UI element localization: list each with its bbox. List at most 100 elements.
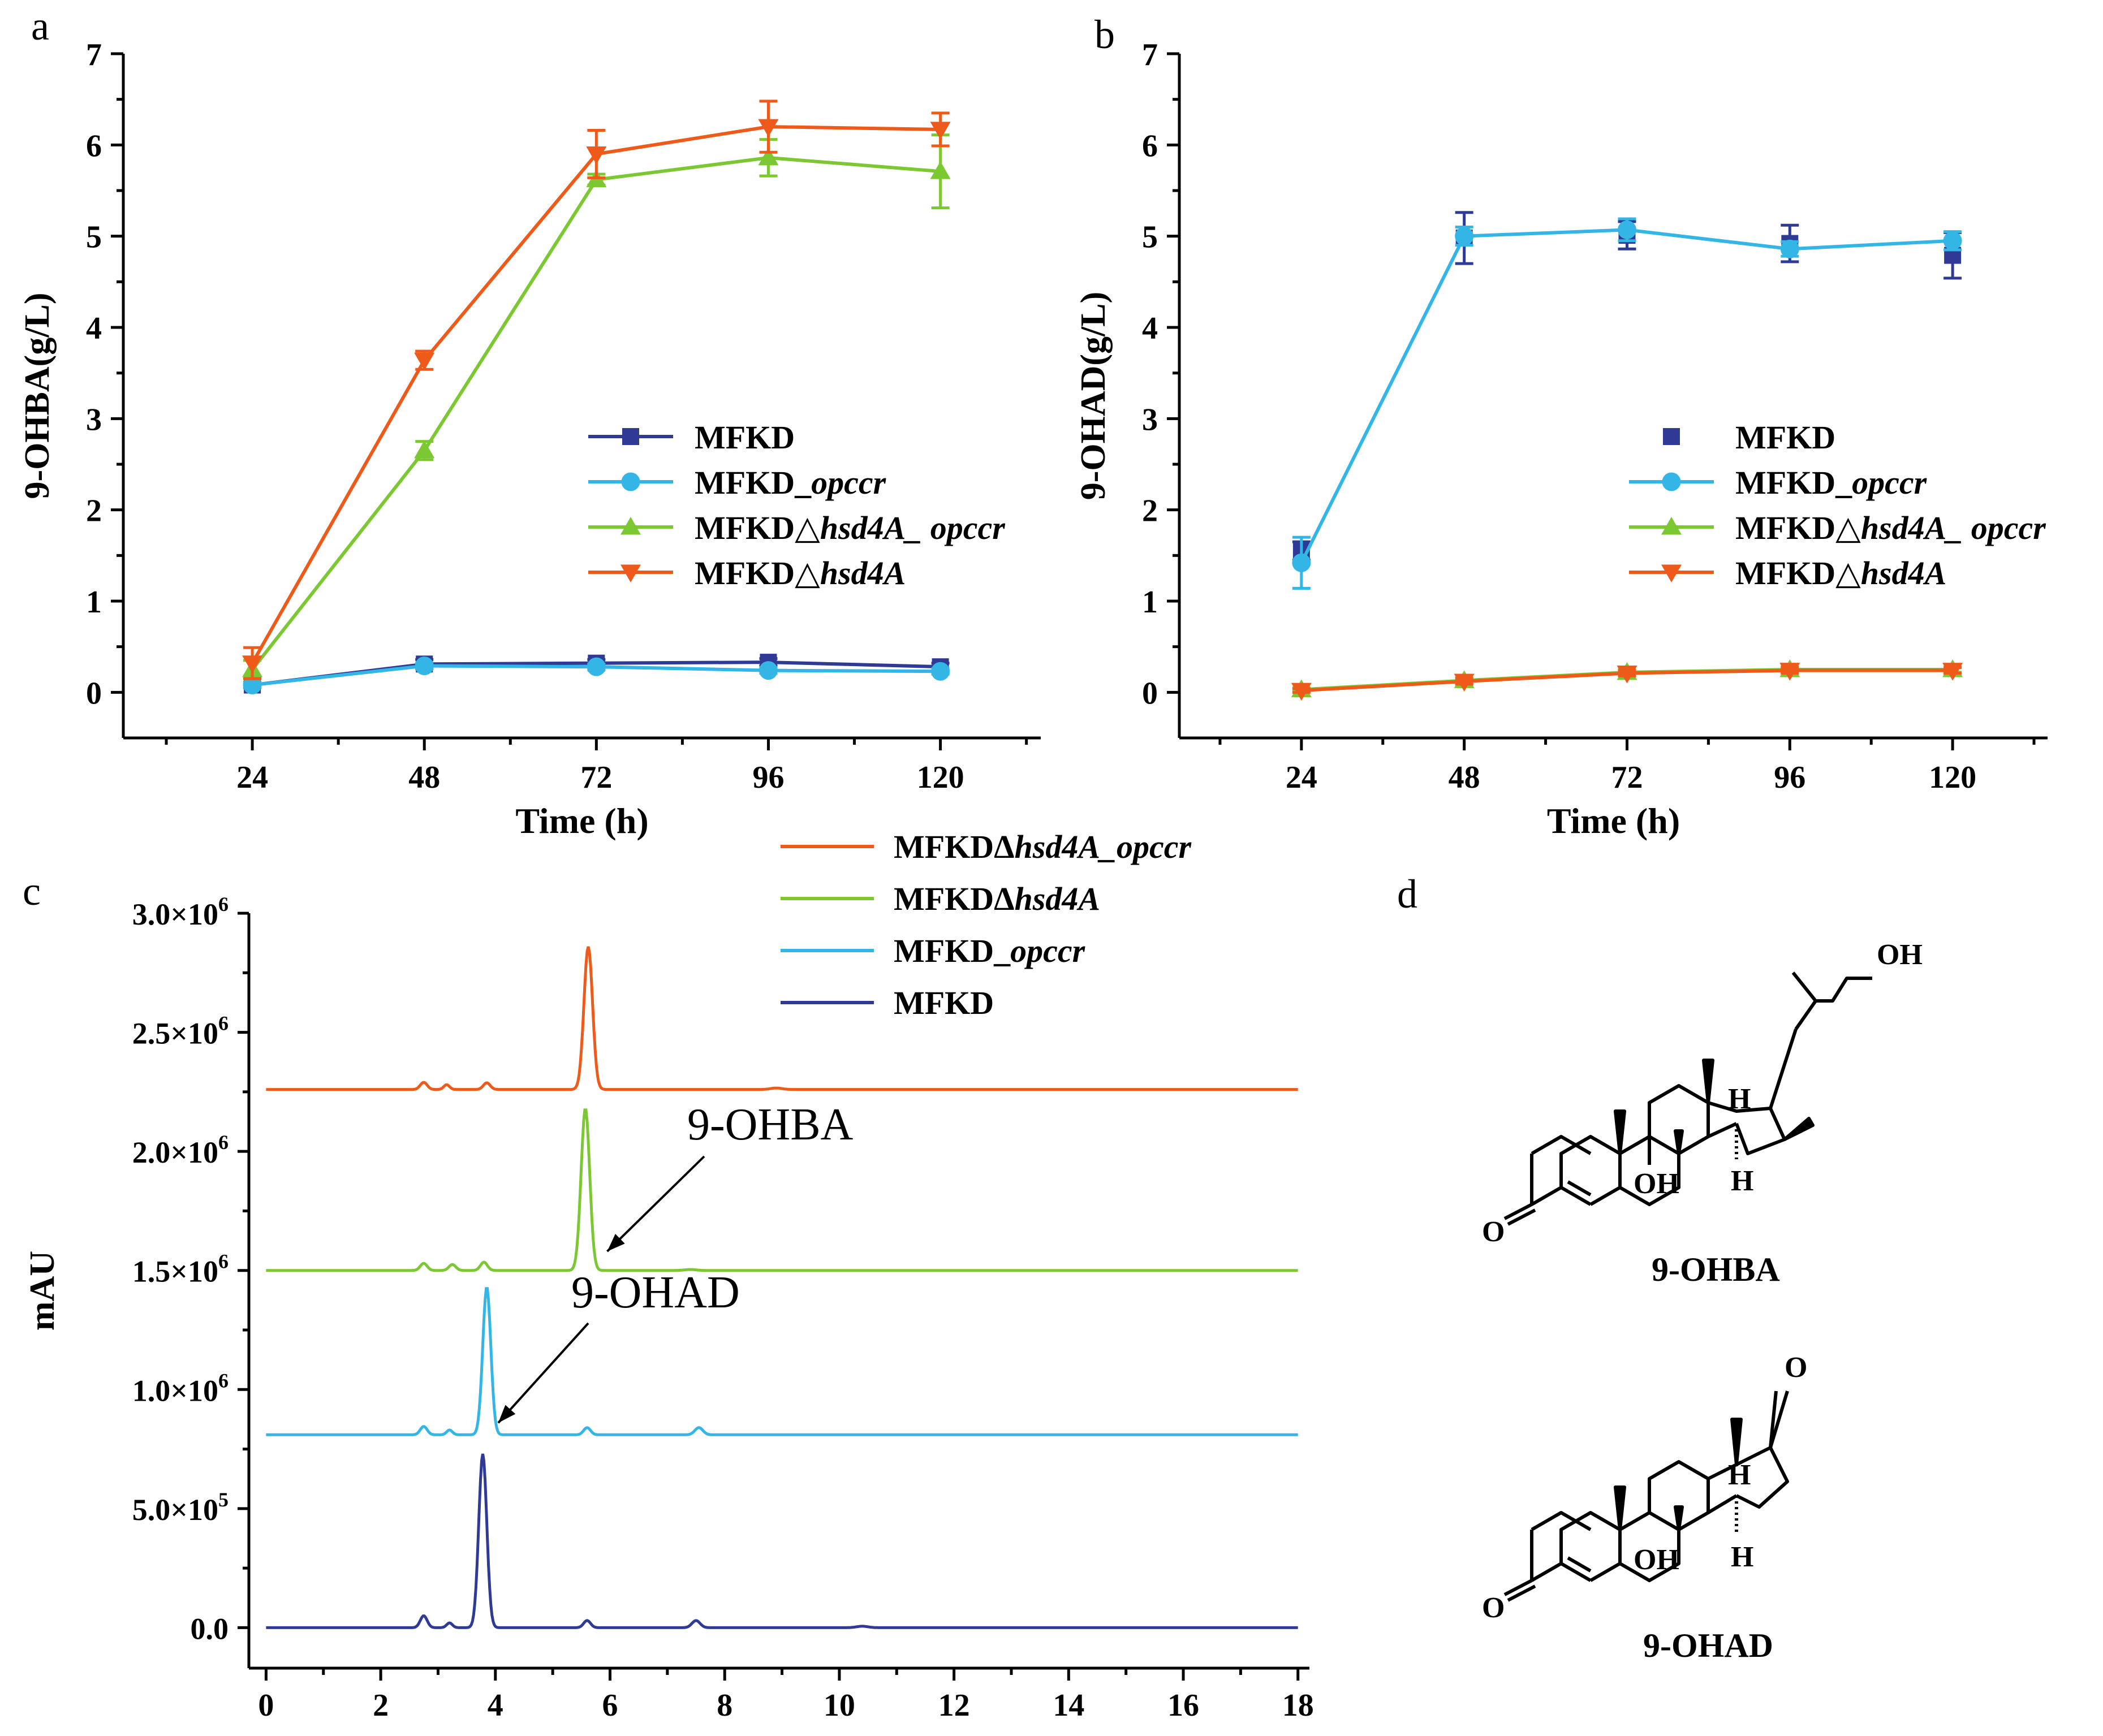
- y-axis-label: 9-OHBA(g/L): [18, 292, 57, 499]
- legend: MFKDΔhsd4A_opccr MFKDΔhsd4A MFKD_opccr MFKD: [781, 828, 1192, 1021]
- data-point: [1617, 665, 1637, 684]
- structure-9-ohba: [1503, 971, 1872, 1226]
- x-tick-label: 14: [1053, 1688, 1084, 1723]
- axes: [238, 912, 1309, 1681]
- legend-label: MFKD: [894, 984, 994, 1021]
- panel-b-chart: 0 1 2 3 4 5 6 7 24 48 72 96 120 Time (h) 9-OHAD(g/L) MF…: [1074, 37, 2048, 841]
- annotation-label: 9-OHBA: [687, 1100, 854, 1150]
- legend-marker: [1661, 564, 1682, 582]
- y-tick-label: 3: [1142, 402, 1158, 437]
- axes: [1167, 52, 2048, 750]
- legend-marker: [621, 472, 640, 491]
- data-point: [243, 675, 262, 694]
- structure-label-9-ohad: 9-OHAD: [1643, 1627, 1773, 1664]
- x-tick-label: 72: [580, 760, 612, 795]
- y-tick-label: 1.0×106: [132, 1369, 229, 1407]
- panel-d-structures: [1503, 971, 1872, 1602]
- x-tick-label: 2: [373, 1688, 389, 1723]
- y-axis-label: mAU: [23, 1251, 62, 1331]
- panel-c-chromatogram: 0.0 5.0×105 1.0×106 1.5×106 2.0×106 2.5×106 3.…: [23, 828, 1314, 1723]
- x-tick-label: 120: [917, 760, 964, 795]
- y-tick-label: 3: [86, 402, 102, 437]
- data-point: [759, 661, 778, 680]
- y-tick-label: 2: [86, 494, 102, 529]
- panel-letter-b: b: [1094, 12, 1115, 57]
- data-point: [1455, 227, 1474, 246]
- annotation-arrow: [497, 1322, 589, 1424]
- legend-label: MFKD_opccr: [894, 932, 1085, 969]
- data-point: [1779, 663, 1800, 681]
- y-tick-label: 5: [86, 220, 102, 255]
- data-point: [930, 161, 951, 179]
- y-tick-label: 2.0×106: [132, 1131, 229, 1169]
- legend-marker: [1663, 428, 1680, 445]
- annotation-label: 9-OHAD: [571, 1268, 740, 1318]
- y-tick-label: 5.0×105: [132, 1488, 229, 1527]
- atom-o-ohad-ketone: O: [1785, 1351, 1807, 1384]
- legend-label: MFKD: [695, 419, 795, 456]
- legend: MFKD MFKD_opccr MFKD△hsd4A_ opccr MFKD△hsd4…: [588, 419, 1005, 591]
- data-point: [586, 146, 607, 165]
- y-tick-label: 7: [86, 37, 102, 72]
- atom-h-ohad-1: H: [1728, 1459, 1751, 1491]
- data-point: [415, 657, 434, 676]
- data-point: [587, 657, 606, 676]
- atom-o-ohad: O: [1482, 1592, 1505, 1624]
- legend-label: MFKD△hsd4A_ opccr: [1735, 509, 2046, 546]
- atom-o-ohba: O: [1482, 1216, 1505, 1248]
- structure-9-ohad: [1503, 1390, 1789, 1602]
- y-tick-label: 5: [1142, 220, 1158, 255]
- atom-oh-ohad: OH: [1634, 1544, 1679, 1576]
- atom-oh-ohba: OH: [1634, 1168, 1679, 1200]
- x-tick-label: 72: [1611, 760, 1643, 795]
- atom-h-ohba-1: H: [1728, 1083, 1751, 1115]
- legend-label: MFKDΔhsd4A: [894, 880, 1100, 917]
- y-tick-label: 1: [1142, 585, 1158, 620]
- structure-label-9-ohba: 9-OHBA: [1652, 1251, 1780, 1288]
- legend-label: MFKD_opccr: [1735, 464, 1927, 501]
- legend-marker: [622, 428, 639, 445]
- panel-letter-c: c: [23, 869, 41, 914]
- legend-label: MFKDΔhsd4A_opccr: [894, 828, 1192, 865]
- data-point: [414, 440, 435, 459]
- data-point: [758, 119, 779, 137]
- x-tick-label: 48: [408, 760, 440, 795]
- series-line: [251, 156, 941, 671]
- series-MFKD_hsd4A_opccr: [242, 133, 951, 680]
- x-tick-label: 18: [1282, 1688, 1314, 1723]
- x-axis-label: Time (h): [1547, 801, 1680, 841]
- atom-h-ohad-2: H: [1731, 1541, 1753, 1573]
- legend: MFKD MFKD_opccr MFKD△hsd4A_ opccr MFKD△hsd4…: [1629, 419, 2046, 591]
- data-point: [1780, 239, 1799, 258]
- x-tick-label: 96: [1774, 760, 1805, 795]
- legend-label: MFKD: [1735, 419, 1835, 456]
- data-point: [930, 122, 951, 140]
- x-tick-label: 96: [752, 760, 784, 795]
- data-point: [414, 352, 435, 371]
- legend-marker: [1661, 517, 1682, 535]
- y-tick-label: 0: [1142, 676, 1158, 711]
- legend-label: MFKD△hsd4A_ opccr: [695, 509, 1005, 546]
- y-tick-label: 6: [86, 128, 102, 163]
- data-point: [242, 655, 263, 673]
- x-tick-label: 48: [1449, 760, 1480, 795]
- y-tick-label: 3.0×106: [132, 893, 229, 931]
- x-tick-label: 8: [717, 1688, 732, 1723]
- legend-marker: [1662, 472, 1681, 491]
- y-tick-label: 1.5×106: [132, 1250, 229, 1289]
- x-axis-label: Time (h): [515, 801, 648, 841]
- y-tick-label: 0: [86, 676, 102, 711]
- legend-label: MFKD△hsd4A: [1735, 555, 1946, 591]
- legend-label: MFKD△hsd4A: [695, 555, 906, 591]
- legend-marker: [620, 564, 641, 582]
- x-tick-label: 120: [1929, 760, 1976, 795]
- atom-h-ohba-2: H: [1731, 1165, 1753, 1197]
- legend-label: MFKD_opccr: [695, 464, 886, 501]
- x-tick-label: 24: [236, 760, 268, 795]
- x-tick-label: 4: [488, 1688, 503, 1723]
- y-tick-label: 2: [1142, 494, 1158, 529]
- data-point: [1291, 683, 1312, 701]
- y-tick-label: 1: [86, 585, 102, 620]
- y-tick-label: 6: [1142, 128, 1158, 163]
